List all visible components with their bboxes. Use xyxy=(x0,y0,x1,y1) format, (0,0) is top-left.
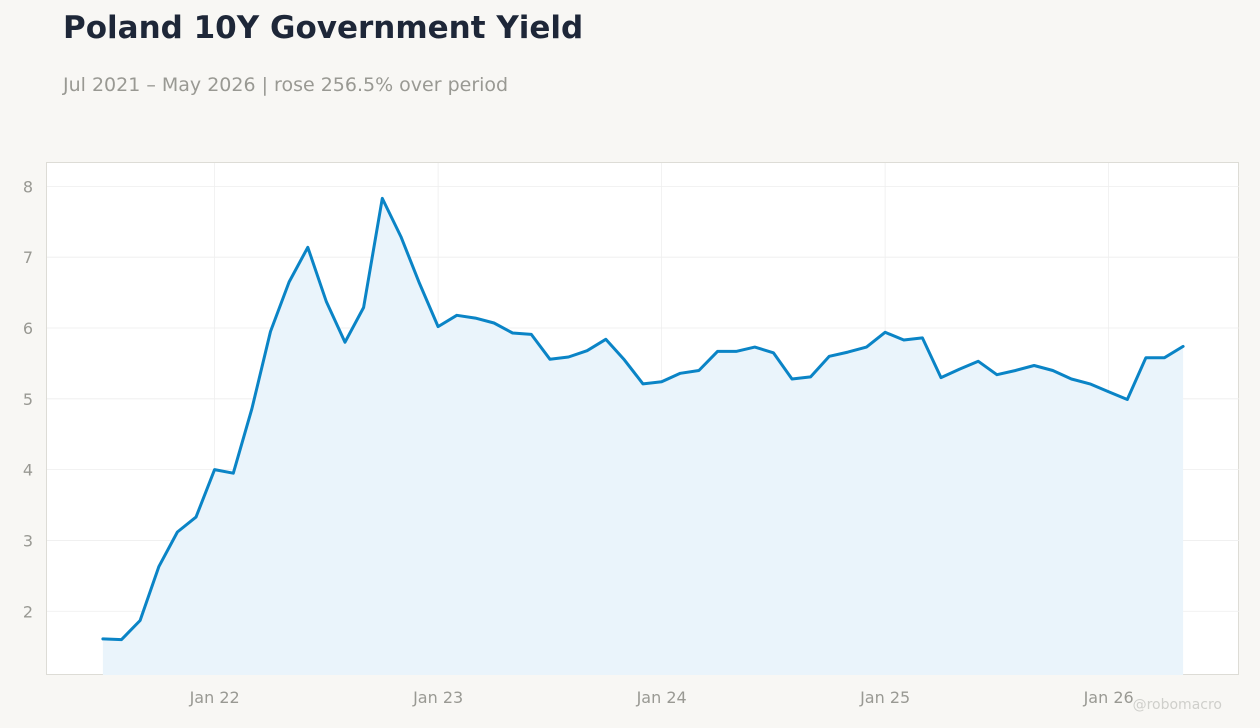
x-tick-label: Jan 26 xyxy=(1083,688,1134,707)
x-axis-ticks: Jan 22 Jan 23 Jan 24 Jan 25 Jan 26 xyxy=(189,688,1134,707)
y-axis-ticks: 2 3 4 5 6 7 8 xyxy=(23,177,33,621)
y-tick-label: 7 xyxy=(23,248,33,267)
y-tick-label: 6 xyxy=(23,319,33,338)
y-tick-label: 8 xyxy=(23,177,33,196)
series-area xyxy=(102,198,1184,675)
y-tick-label: 4 xyxy=(23,461,33,480)
line-layer xyxy=(101,196,1185,642)
series-line xyxy=(101,196,1185,642)
x-tick-label: Jan 25 xyxy=(859,688,910,707)
y-tick-label: 3 xyxy=(23,531,33,550)
y-tick-label: 5 xyxy=(23,390,33,409)
y-tick-label: 2 xyxy=(23,602,33,621)
x-tick-label: Jan 23 xyxy=(412,688,463,707)
watermark: @robomacro xyxy=(1132,697,1222,713)
x-tick-label: Jan 24 xyxy=(636,688,687,707)
x-tick-label: Jan 22 xyxy=(189,688,240,707)
chart-title: Poland 10Y Government Yield xyxy=(63,10,584,46)
chart-subtitle: Jul 2021 – May 2026 | rose 256.5% over p… xyxy=(63,74,509,96)
area-layer xyxy=(102,198,1184,675)
